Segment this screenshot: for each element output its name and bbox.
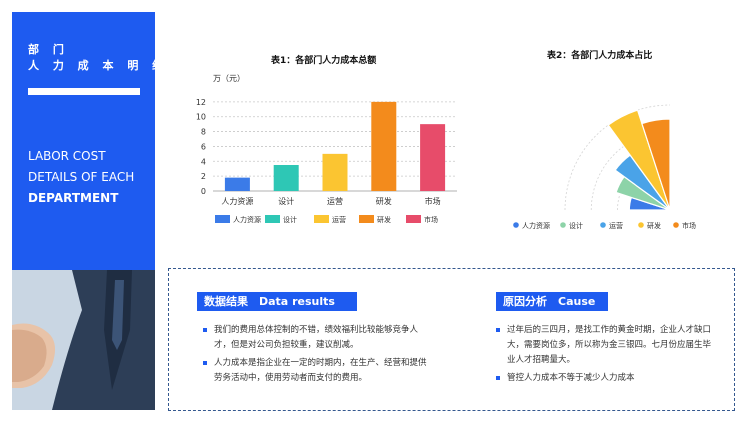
legend-dot [560,222,566,228]
pie-chart-title: 表2：各部门人力成本占比 [547,51,653,61]
pie-chart: 人力资源 设计 运营 研发 市场 [513,104,696,230]
y-tick-label: 0 [201,187,206,196]
legend-swatch [265,215,280,223]
legend-label: 研发 [377,215,391,224]
cause-item: 管控人力成本不等于减少人力成本 [496,371,718,386]
y-tick-label: 12 [196,98,206,107]
legend-label: 设计 [283,215,297,224]
sidebar-title-cn-line1: 部 门 [28,43,69,56]
x-tick-label: 运营 [327,196,343,206]
cause-heading: 原因分析 Cause [496,292,608,311]
results-item: 人力成本是指企业在一定的时期内，在生产、经营和提供劳务活动中，使用劳动者而支付的… [203,356,429,386]
legend-label: 运营 [332,215,346,224]
legend-dot [673,222,679,228]
sidebar-title-cn: 部 门 人 力 成 本 明 细 [28,42,168,74]
bar-chart-unit: 万（元） [213,74,245,83]
rose-slice [641,118,671,211]
legend-dot [600,222,606,228]
legend-label: 运营 [609,221,623,230]
handshake-photo [12,270,155,410]
legend-swatch [314,215,329,223]
sidebar-title-en-line3: DEPARTMENT [28,191,119,205]
sidebar-title-cn-line2: 人 力 成 本 明 细 [28,59,169,72]
legend-label: 设计 [569,221,583,230]
y-tick-label: 10 [196,113,206,122]
sidebar-panel [12,12,155,270]
sidebar-divider [28,88,140,95]
legend-label: 市场 [682,221,696,230]
results-item: 我们的费用总体控制的不错，绩效福利比较能够竞争人才，但是对公司负担较重，建议削减… [203,323,429,353]
bar [322,153,348,191]
y-tick-label: 4 [201,157,206,166]
cause-list: 过年后的三四月，是找工作的黄金时期，企业人才缺口大，需要岗位多，所以称为金三银四… [496,323,718,389]
legend-swatch [215,215,230,223]
legend-swatch [359,215,374,223]
sidebar-title-en-line1: LABOR COST [28,149,106,163]
summary-box: 数据结果 Data results 我们的费用总体控制的不错，绩效福利比较能够竞… [168,268,735,411]
bar [371,101,397,191]
bar [420,124,446,191]
y-tick-label: 6 [201,142,206,151]
legend-label: 人力资源 [522,221,550,230]
x-tick-label: 市场 [425,196,441,206]
rose-slice [607,109,671,211]
y-tick-label: 2 [201,172,206,181]
legend-label: 人力资源 [233,215,261,224]
legend-dot [638,222,644,228]
legend-dot [513,222,519,228]
results-heading: 数据结果 Data results [197,292,357,311]
legend-swatch [406,215,421,223]
guide-arc [564,104,671,211]
x-tick-label: 人力资源 [221,196,253,206]
x-tick-label: 设计 [278,196,294,206]
results-list: 我们的费用总体控制的不错，绩效福利比较能够竞争人才，但是对公司负担较重，建议削减… [203,323,429,389]
bar [273,165,299,191]
sidebar-title-en: LABOR COST DETAILS OF EACH DEPARTMENT [28,146,134,209]
guide-arc [590,130,671,211]
bar-chart-title: 表1：各部门人力成本总额 [271,56,377,66]
legend-label: 研发 [647,221,661,230]
legend-label: 市场 [424,215,438,224]
cause-item: 过年后的三四月，是找工作的黄金时期，企业人才缺口大，需要岗位多，所以称为金三银四… [496,323,718,368]
x-tick-label: 研发 [376,196,392,206]
y-tick-label: 8 [201,128,206,137]
bar [224,177,250,191]
sidebar-title-en-line2: DETAILS OF EACH [28,170,135,184]
